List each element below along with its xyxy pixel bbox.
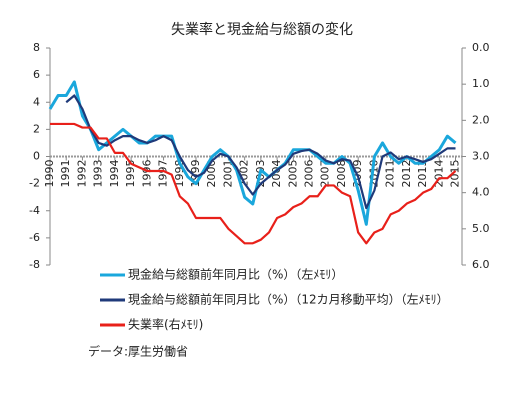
y-tick-label: -2	[29, 177, 40, 190]
y-tick-label: 2	[33, 122, 40, 135]
x-tick-label: 2008	[335, 160, 348, 188]
chart-title: 失業率と現金給与総額の変化	[171, 21, 353, 38]
x-tick-label: 2001	[221, 160, 234, 188]
y2-tick-label: 6.0	[472, 258, 490, 271]
legend-label: 失業率(右ﾒﾓﾘ)	[128, 317, 203, 332]
x-tick-label: 2014	[432, 160, 445, 188]
x-tick-label: 2011	[384, 160, 397, 188]
y2-tick-label: 5.0	[472, 222, 490, 235]
legend-label: 現金給与総額前年同月比（%）（12カ月移動平均）（左ﾒﾓﾘ）	[128, 292, 449, 307]
y2-tick-label: 0.0	[472, 41, 490, 54]
x-tick-label: 2015	[449, 160, 462, 188]
x-tick-label: 2006	[303, 160, 316, 188]
series-line	[65, 94, 456, 210]
x-tick-label: 1993	[92, 160, 105, 188]
y2-tick-label: 2.0	[472, 113, 490, 126]
x-tick-label: 2013	[416, 160, 429, 188]
x-tick-label: 2012	[400, 160, 413, 188]
x-tick-label: 2007	[319, 160, 332, 188]
x-tick-label: 1997	[157, 160, 170, 188]
legend-label: 現金給与総額前年同月比（%）（左ﾒﾓﾘ）	[128, 267, 343, 282]
y-tick-label: 4	[33, 95, 40, 108]
x-tick-label: 1995	[124, 160, 137, 188]
x-tick-label: 2005	[286, 160, 299, 188]
y-tick-label: 6	[33, 68, 40, 81]
x-tick-label: 1996	[140, 160, 153, 188]
y-tick-label: -6	[29, 231, 40, 244]
y2-tick-label: 4.0	[472, 186, 490, 199]
x-tick-label: 1994	[108, 160, 121, 188]
y2-tick-label: 3.0	[472, 150, 490, 163]
y2-tick-label: 1.0	[472, 77, 490, 90]
source: データ:厚生労働省	[88, 344, 188, 359]
y-tick-label: -4	[29, 204, 40, 217]
x-tick-label: 1992	[75, 160, 88, 188]
y-tick-label: -8	[29, 258, 40, 271]
x-tick-label: 1991	[59, 160, 72, 188]
y-tick-label: 0	[33, 150, 40, 163]
series-line	[50, 122, 457, 245]
x-tick-label: 1990	[43, 160, 56, 188]
y-tick-label: 8	[33, 41, 40, 54]
series-line	[48, 80, 457, 226]
